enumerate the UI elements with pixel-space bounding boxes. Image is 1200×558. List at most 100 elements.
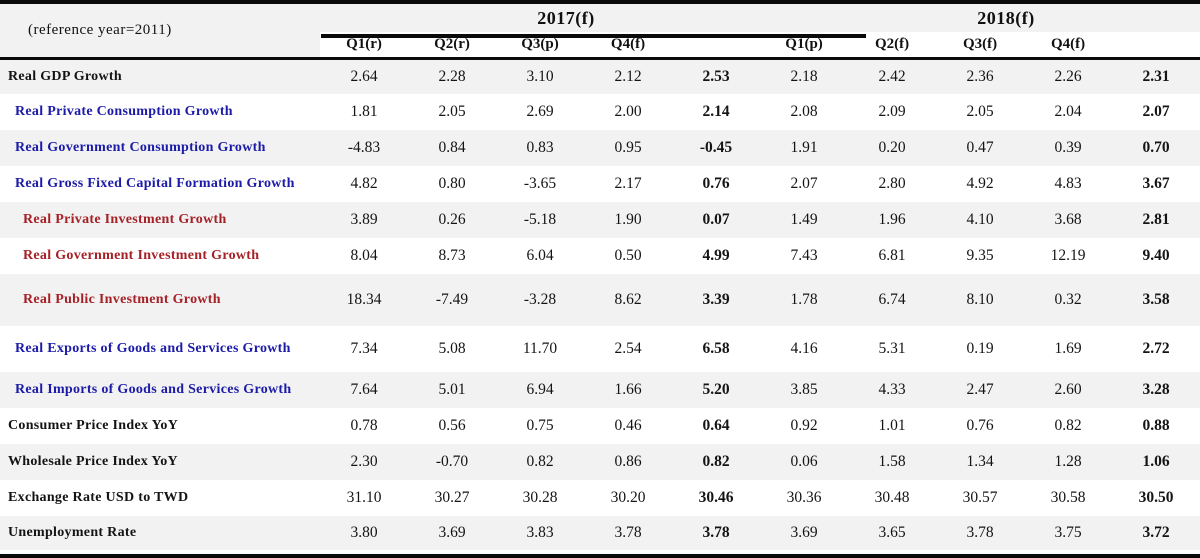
cell-value: 9.40 xyxy=(1142,247,1170,264)
cell-value: 2.47 xyxy=(966,381,994,398)
cell-value: 0.07 xyxy=(702,211,730,228)
cell-value: 3.68 xyxy=(1054,211,1082,228)
cell-value: 0.50 xyxy=(614,247,642,264)
cell-value: 30.36 xyxy=(786,489,822,506)
reference-year-label: (reference year=2011) xyxy=(0,4,320,60)
cell-value: 1.91 xyxy=(790,139,818,156)
cell-value: 0.80 xyxy=(438,175,466,192)
cell-value: 30.50 xyxy=(1138,489,1174,506)
cell-value: 0.70 xyxy=(1142,139,1170,156)
cell-value: 3.89 xyxy=(350,211,378,228)
cell-value: 6.04 xyxy=(526,247,554,264)
cell-value: 1.90 xyxy=(614,211,642,228)
economic-forecast-table: (reference year=2011) 2017(f) 2018(f) Q1… xyxy=(0,4,1200,550)
row-label: Real Public Investment Growth xyxy=(23,292,221,307)
cell-value: 0.86 xyxy=(614,453,642,470)
cell-value: 3.67 xyxy=(1142,175,1170,192)
cell-value: 2.42 xyxy=(878,67,906,85)
table-row: Real Government Investment Growth 8.04 8.7… xyxy=(0,238,1200,274)
cell-value: 6.81 xyxy=(878,247,906,264)
cell-value: 2.18 xyxy=(790,67,818,85)
cell-value: 0.82 xyxy=(702,453,730,470)
cell-value: 3.65 xyxy=(878,524,906,541)
cell-value: 0.95 xyxy=(614,139,642,156)
row-label: Real Imports of Goods and Services Growt… xyxy=(15,382,292,397)
cell-value: 30.28 xyxy=(522,489,558,506)
cell-value: 2.60 xyxy=(1054,381,1082,398)
quarter-header: Q2(f) xyxy=(848,32,937,60)
cell-value: 2.36 xyxy=(966,67,994,85)
cell-value: 0.56 xyxy=(438,417,466,434)
cell-value: 0.88 xyxy=(1142,417,1170,434)
cell-value: 0.19 xyxy=(966,340,994,357)
cell-value: 3.78 xyxy=(702,524,730,541)
cell-value: 30.58 xyxy=(1050,489,1086,506)
cell-value: 0.26 xyxy=(438,211,466,228)
cell-value: 2.72 xyxy=(1142,340,1170,357)
cell-value: 8.62 xyxy=(614,291,642,308)
cell-value: 6.58 xyxy=(702,340,730,357)
cell-value: 5.01 xyxy=(438,381,466,398)
cell-value: 1.58 xyxy=(878,453,906,470)
cell-value: 31.10 xyxy=(346,489,382,506)
cell-value: 7.34 xyxy=(350,340,378,357)
cell-value: -0.45 xyxy=(699,139,733,156)
cell-value: 4.83 xyxy=(1054,175,1082,192)
row-label: Real Government Consumption Growth xyxy=(15,140,266,155)
cell-value: -3.28 xyxy=(523,291,557,308)
table-row: Real Public Investment Growth 18.34 -7.49 -… xyxy=(0,274,1200,326)
cell-value: 0.92 xyxy=(790,417,818,434)
cell-value: 2.80 xyxy=(878,175,906,192)
table-header: (reference year=2011) 2017(f) 2018(f) Q1… xyxy=(0,4,1200,60)
cell-value: 3.80 xyxy=(350,524,378,541)
year-2017-underline xyxy=(321,34,866,38)
cell-value: 3.75 xyxy=(1054,524,1082,541)
cell-value: 30.27 xyxy=(434,489,470,506)
cell-value: 6.94 xyxy=(526,381,554,398)
cell-value: 4.33 xyxy=(878,381,906,398)
cell-value: 3.83 xyxy=(526,524,554,541)
cell-value: 2.28 xyxy=(438,67,466,85)
cell-value: 0.78 xyxy=(350,417,378,434)
table-row: Consumer Price Index YoY 0.78 0.56 0.75 0.46… xyxy=(0,408,1200,444)
cell-value: 12.19 xyxy=(1050,247,1086,264)
cell-value: 3.69 xyxy=(790,524,818,541)
cell-value: 0.76 xyxy=(702,175,730,192)
cell-value: 3.69 xyxy=(438,524,466,541)
cell-value: 18.34 xyxy=(346,291,382,308)
cell-value: 0.32 xyxy=(1054,291,1082,308)
cell-value: 0.46 xyxy=(614,417,642,434)
quarter-header xyxy=(1112,32,1200,60)
cell-value: 2.53 xyxy=(702,67,730,85)
table-row: Real Exports of Goods and Services Growt… xyxy=(0,326,1200,372)
cell-value: 30.46 xyxy=(698,489,734,506)
cell-value: 5.31 xyxy=(878,340,906,357)
cell-value: 0.83 xyxy=(526,139,554,156)
cell-value: 9.35 xyxy=(966,247,994,264)
cell-value: 1.81 xyxy=(350,103,378,120)
cell-value: 1.28 xyxy=(1054,453,1082,470)
cell-value: 0.82 xyxy=(526,453,554,470)
cell-value: 2.07 xyxy=(1142,103,1170,120)
cell-value: 1.49 xyxy=(790,211,818,228)
row-label: Unemployment Rate xyxy=(8,525,137,540)
cell-value: 2.17 xyxy=(614,175,642,192)
table-row: Real Private Investment Growth 3.89 0.26 -5… xyxy=(0,202,1200,238)
cell-value: 3.85 xyxy=(790,381,818,398)
cell-value: 6.74 xyxy=(878,291,906,308)
year-header-2018: 2018(f) xyxy=(977,7,1035,28)
cell-value: 2.69 xyxy=(526,103,554,120)
year-header-2017: 2017(f) xyxy=(537,7,595,28)
cell-value: 0.39 xyxy=(1054,139,1082,156)
cell-value: 1.34 xyxy=(966,453,994,470)
cell-value: 8.04 xyxy=(350,247,378,264)
cell-value: 8.73 xyxy=(438,247,466,264)
row-label: Wholesale Price Index YoY xyxy=(8,454,178,469)
cell-value: 7.64 xyxy=(350,381,378,398)
cell-value: 4.82 xyxy=(350,175,378,192)
table-row: Real Gross Fixed Capital Formation Growt… xyxy=(0,166,1200,202)
cell-value: 3.78 xyxy=(966,524,994,541)
quarter-header: Q3(f) xyxy=(936,32,1025,60)
cell-value: 5.08 xyxy=(438,340,466,357)
row-label: Real Government Investment Growth xyxy=(23,248,260,263)
